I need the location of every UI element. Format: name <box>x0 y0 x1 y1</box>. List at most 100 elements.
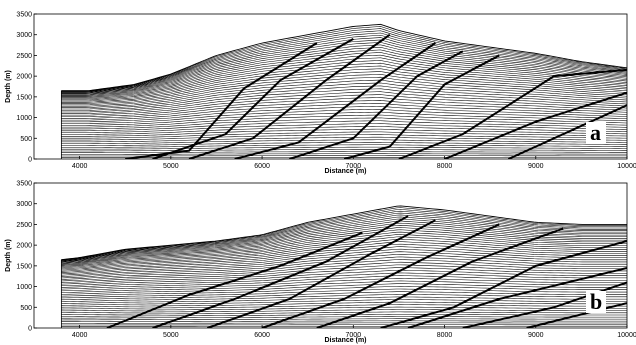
layer-line <box>61 149 627 152</box>
layer-line <box>61 272 627 288</box>
fault-trace <box>507 104 627 159</box>
layer-line <box>61 139 627 145</box>
strata <box>60 23 627 159</box>
fault-trace <box>106 231 363 328</box>
x-tick-label: 6000 <box>254 163 270 170</box>
x-tick-label: 5000 <box>163 163 179 170</box>
layer-line <box>61 62 627 101</box>
fault-trace <box>125 42 318 159</box>
layer-line <box>61 267 627 285</box>
layer-line <box>61 68 627 103</box>
layer-line <box>61 100 627 119</box>
layer-line <box>61 209 627 261</box>
x-tick-label: 8000 <box>437 163 453 170</box>
fault-trace <box>207 219 436 328</box>
layer-line <box>61 120 627 132</box>
layer-line <box>61 291 627 301</box>
layer-line <box>61 306 627 312</box>
fault-trace <box>234 42 436 159</box>
layer-line <box>61 103 627 121</box>
layer-line <box>61 259 627 280</box>
layer-line <box>61 294 627 302</box>
layer-line <box>61 216 627 262</box>
layer-line <box>61 322 627 324</box>
y-tick-label: 3500 <box>16 181 32 188</box>
y-tick-label: 1000 <box>16 115 32 122</box>
layer-line <box>61 128 627 137</box>
layer-line <box>61 280 627 293</box>
y-tick-label: 3000 <box>16 32 32 39</box>
x-tick-label: 8000 <box>437 332 453 339</box>
x-tick-label: 9000 <box>528 332 544 339</box>
layer-line <box>61 309 627 314</box>
layer-line <box>61 205 627 261</box>
y-tick-label: 2000 <box>16 243 32 250</box>
layer-line <box>61 91 627 114</box>
layer-line <box>61 220 627 263</box>
layer-line <box>61 227 627 265</box>
layer-line <box>61 210 627 261</box>
fault-trace <box>444 91 627 159</box>
y-tick-label: 500 <box>20 136 32 143</box>
layer-line <box>61 316 627 319</box>
fault-trace <box>380 240 627 328</box>
layer-line <box>61 42 627 94</box>
y-tick-label: 1000 <box>16 284 32 291</box>
layer-line <box>61 144 627 148</box>
layer-line <box>61 222 627 264</box>
layer-line <box>61 79 627 108</box>
y-tick-label: 2000 <box>16 74 32 81</box>
layer-line <box>61 57 627 99</box>
layer-line <box>61 320 627 322</box>
layer-line <box>61 108 627 124</box>
y-tick-label: 0 <box>28 326 32 333</box>
y-tick-label: 2500 <box>16 53 32 60</box>
x-tick-label: 4000 <box>72 332 88 339</box>
layer-line <box>61 74 627 106</box>
x-tick-label: 5000 <box>163 332 179 339</box>
strata <box>60 205 627 328</box>
x-tick-label: 7000 <box>346 332 362 339</box>
layer-line <box>61 111 627 126</box>
layer-line <box>61 23 627 92</box>
layer-line <box>61 275 627 290</box>
fault-trace <box>407 266 627 328</box>
y-tick-label: 3500 <box>16 12 32 19</box>
layer-line <box>61 248 627 275</box>
layer-line <box>61 97 627 118</box>
panel-letter-backing <box>586 122 606 144</box>
layer-line <box>61 60 627 100</box>
x-axis-label: Distance (m) <box>324 168 366 175</box>
fault-trace <box>398 68 627 159</box>
layer-line <box>61 225 627 264</box>
layer-line <box>61 251 627 276</box>
y-tick-label: 3000 <box>16 201 32 208</box>
layer-line <box>61 313 627 317</box>
panel-b: 4000 5000 6000 7000 8000 9000 10000 0 500 1000 150… <box>5 181 636 345</box>
layer-line <box>61 52 627 97</box>
x-tick-label: 7000 <box>346 163 362 170</box>
layer-line <box>61 114 627 128</box>
fault-trace <box>526 302 627 328</box>
layer-line <box>61 238 627 270</box>
fault-trace <box>188 33 391 159</box>
layer-line <box>61 301 627 308</box>
axes-frame <box>33 13 628 160</box>
layer-line <box>61 94 627 116</box>
layer-line <box>61 286 627 297</box>
fault-trace <box>343 54 500 159</box>
layer-line <box>61 34 627 92</box>
layer-line <box>61 256 627 279</box>
layer-line <box>61 241 627 271</box>
layer-line <box>61 71 627 104</box>
x-tick-label: 4000 <box>72 163 88 170</box>
layer-line <box>61 269 627 287</box>
layer-line <box>61 212 627 261</box>
layer-line <box>61 218 627 262</box>
layer-line <box>61 88 627 113</box>
layer-line <box>61 141 627 146</box>
layer-line <box>61 254 627 277</box>
layer-line <box>61 47 627 95</box>
layer-line <box>61 44 627 95</box>
x-tick-label: 10000 <box>617 332 636 339</box>
